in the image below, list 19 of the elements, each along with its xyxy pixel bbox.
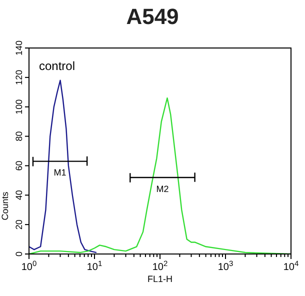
y-tick-label: 60	[14, 160, 24, 171]
series-label: M1	[54, 168, 66, 178]
y-tick-label: 120	[14, 70, 24, 85]
y-axis-title: Counts	[0, 191, 10, 220]
y-tick-label: 100	[14, 99, 24, 114]
chart-title: A549	[126, 4, 179, 29]
x-tick-label: 10$^{2}$	[152, 258, 168, 273]
x-tick-label: 10$^{4}$	[283, 258, 299, 273]
x-tick-label: 10$^{1}$	[86, 258, 102, 273]
x-tick-label: 10$^{3}$	[218, 258, 234, 273]
y-tick-label: 20	[14, 220, 24, 230]
y-tick-label: 80	[14, 131, 24, 142]
y-tick-label: 140	[14, 40, 24, 56]
series-label: M2	[156, 184, 169, 194]
x-axis-title: FL1-H	[147, 274, 173, 284]
x-tick-label: 10$^{0}$	[21, 258, 37, 273]
y-tick-label: 0	[14, 251, 24, 257]
annotation: control	[39, 59, 76, 73]
y-tick-label: 40	[14, 190, 24, 200]
